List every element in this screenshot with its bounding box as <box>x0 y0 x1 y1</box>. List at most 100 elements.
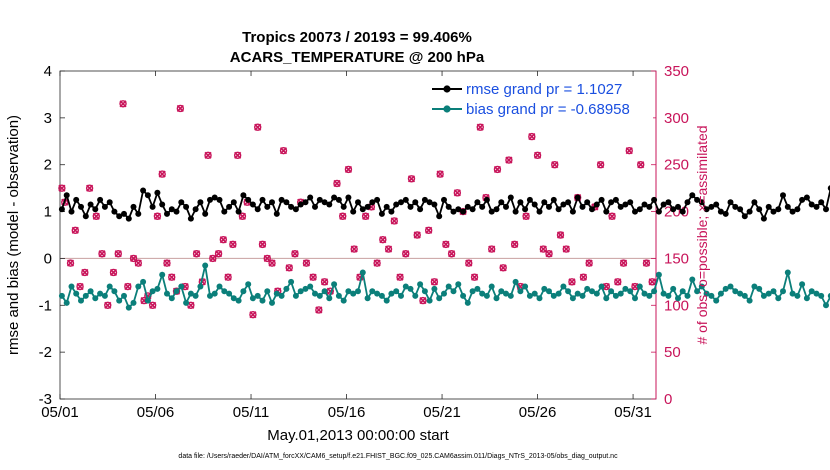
rmse-point <box>173 208 180 215</box>
obs-count-point <box>92 212 100 220</box>
obs-possible-marker <box>76 282 84 291</box>
rmse-point <box>455 206 462 213</box>
obs-possible-marker <box>436 170 444 178</box>
bias-point <box>469 288 476 295</box>
bias-point <box>612 292 619 299</box>
obs-possible-marker <box>522 212 530 220</box>
bias-point <box>183 299 190 306</box>
bias-point <box>574 290 581 297</box>
rmse-point <box>73 196 80 203</box>
obs-assimilated-marker <box>505 156 513 164</box>
rmse-point <box>646 203 653 210</box>
obs-possible-marker <box>129 254 138 263</box>
obs-count-point <box>176 104 185 113</box>
obs-count-point <box>379 235 387 244</box>
rmse-point <box>168 206 175 213</box>
rmse-point <box>555 206 562 213</box>
obs-possible-marker <box>556 231 565 239</box>
obs-assimilated-marker <box>224 273 232 281</box>
chart-title-line2: ACARS_TEMPERATURE @ 200 hPa <box>230 49 485 66</box>
rmse-point <box>722 210 729 217</box>
obs-assimilated-marker <box>309 273 317 281</box>
obs-assimilated-marker <box>176 104 184 113</box>
rmse-point <box>259 196 266 203</box>
y-tick-right-label: 100 <box>664 297 689 314</box>
rmse-point <box>378 210 385 217</box>
y-tick-right-label: 50 <box>664 344 681 361</box>
obs-count-point <box>648 278 656 286</box>
obs-count-point <box>219 235 228 244</box>
bias-point <box>627 288 634 295</box>
bias-point <box>765 290 772 297</box>
bias-point <box>68 283 75 290</box>
bias-point <box>818 292 825 299</box>
obs-possible-marker <box>302 259 311 267</box>
rmse-point <box>694 196 701 203</box>
obs-possible-marker <box>579 273 588 281</box>
obs-possible-marker <box>585 259 593 267</box>
bias-point <box>340 297 347 304</box>
rmse-point <box>202 210 209 217</box>
bias-point <box>737 290 744 297</box>
obs-count-point <box>430 278 439 286</box>
obs-assimilated-marker <box>597 161 605 169</box>
rmse-point <box>784 203 791 210</box>
obs-count-point <box>214 250 223 258</box>
obs-possible-marker <box>413 231 421 239</box>
obs-assimilated-marker <box>619 259 628 267</box>
obs-assimilated-marker <box>204 151 212 159</box>
obs-count-point <box>361 212 370 220</box>
bias-point <box>775 295 782 302</box>
obs-assimilated-marker <box>568 278 576 286</box>
bias-point <box>240 288 247 295</box>
obs-assimilated-marker <box>229 240 237 248</box>
obs-possible-marker <box>249 310 257 319</box>
obs-possible-marker <box>402 250 410 258</box>
bias-point <box>827 293 830 299</box>
bias-point <box>230 295 237 302</box>
obs-count-point <box>585 259 593 267</box>
rmse-point <box>192 206 199 213</box>
y-tick-right-label: 0 <box>664 391 672 408</box>
rmse-point <box>741 213 748 220</box>
rmse-point <box>297 201 304 208</box>
bias-point <box>374 290 381 297</box>
bias-point <box>359 269 366 276</box>
rmse-point <box>159 201 166 208</box>
bias-point <box>331 281 338 288</box>
obs-assimilated-marker <box>279 147 288 155</box>
bias-point <box>517 288 524 295</box>
obs-possible-marker <box>158 170 166 178</box>
bias-point <box>207 292 213 299</box>
bias-point <box>417 281 424 288</box>
obs-possible-marker <box>219 235 228 244</box>
obs-count-point <box>76 282 84 291</box>
obs-count-point <box>596 161 605 169</box>
obs-assimilated-marker <box>539 245 547 253</box>
bias-point <box>159 271 166 278</box>
bias-point <box>703 290 710 297</box>
obs-count-point <box>556 231 565 239</box>
bias-point <box>541 285 548 292</box>
obs-count-point <box>413 231 421 239</box>
bias-point <box>164 290 170 297</box>
obs-assimilated-marker <box>453 189 461 197</box>
bias-point <box>426 297 433 304</box>
rmse-point <box>565 199 572 206</box>
obs-possible-marker <box>562 245 570 253</box>
obs-possible-marker <box>528 132 536 141</box>
obs-possible-marker <box>373 259 381 267</box>
obs-count-point <box>315 306 323 314</box>
bias-point <box>111 288 118 295</box>
obs-assimilated-marker <box>390 217 398 225</box>
rmse-point <box>426 199 433 206</box>
obs-possible-marker <box>229 240 237 249</box>
obs-assimilated-marker <box>476 123 484 131</box>
bias-point <box>292 292 299 299</box>
bias-point <box>803 295 810 302</box>
rmse-point <box>813 203 820 210</box>
y-tick-left-label: 1 <box>44 204 52 221</box>
bias-point <box>522 283 529 290</box>
bias-point <box>216 283 223 290</box>
obs-possible-marker <box>551 161 559 169</box>
